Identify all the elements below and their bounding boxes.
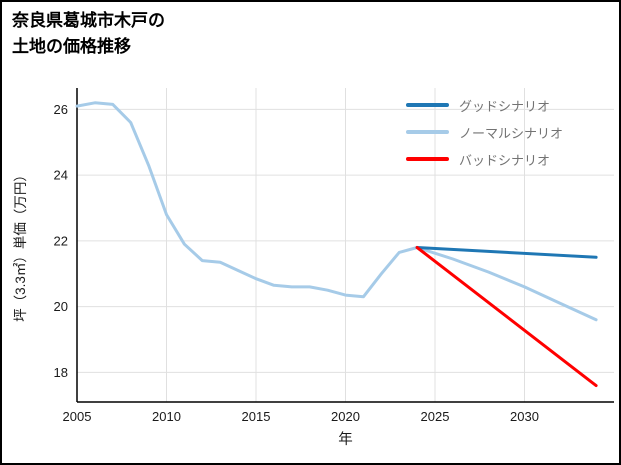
series-line-bad-scenario — [415, 246, 598, 388]
chart-title-line2: 土地の価格推移 — [12, 36, 131, 56]
chart-title: 奈良県葛城市木戸の 土地の価格推移 — [12, 8, 165, 59]
chart-title-line1: 奈良県葛城市木戸の — [12, 11, 165, 30]
x-tick-label: 2020 — [331, 409, 360, 424]
x-tick-label: 2010 — [152, 409, 181, 424]
x-tick-label: 2005 — [63, 409, 92, 424]
y-tick-label: 20 — [54, 299, 68, 314]
legend-line-swatch-normal — [406, 130, 449, 134]
x-tick-label: 2025 — [421, 409, 450, 424]
series-line-good-scenario — [415, 246, 598, 259]
x-tick-label: 2015 — [242, 409, 271, 424]
y-tick-label: 26 — [54, 102, 68, 117]
y-tick-label: 22 — [54, 233, 68, 248]
chart-legend: グッドシナリオ ノーマルシナリオ バッドシナリオ — [406, 94, 563, 175]
legend-line-swatch-good — [406, 103, 449, 107]
y-tick-label: 24 — [54, 168, 68, 183]
legend-item-bad-scenario: バッドシナリオ — [406, 148, 563, 170]
legend-label-bad: バッドシナリオ — [459, 152, 551, 168]
x-tick-label: 2030 — [510, 409, 539, 424]
series-line-normal-scenario-with-history — [75, 101, 598, 322]
legend-line-swatch-bad — [406, 157, 449, 161]
legend-item-normal-scenario: ノーマルシナリオ — [406, 121, 563, 143]
legend-label-good: グッドシナリオ — [459, 98, 551, 114]
y-tick-label: 18 — [54, 365, 68, 380]
legend-label-normal: ノーマルシナリオ — [459, 125, 564, 141]
x-axis-label: 年 — [338, 432, 353, 448]
legend-item-good-scenario: グッドシナリオ — [406, 94, 563, 116]
